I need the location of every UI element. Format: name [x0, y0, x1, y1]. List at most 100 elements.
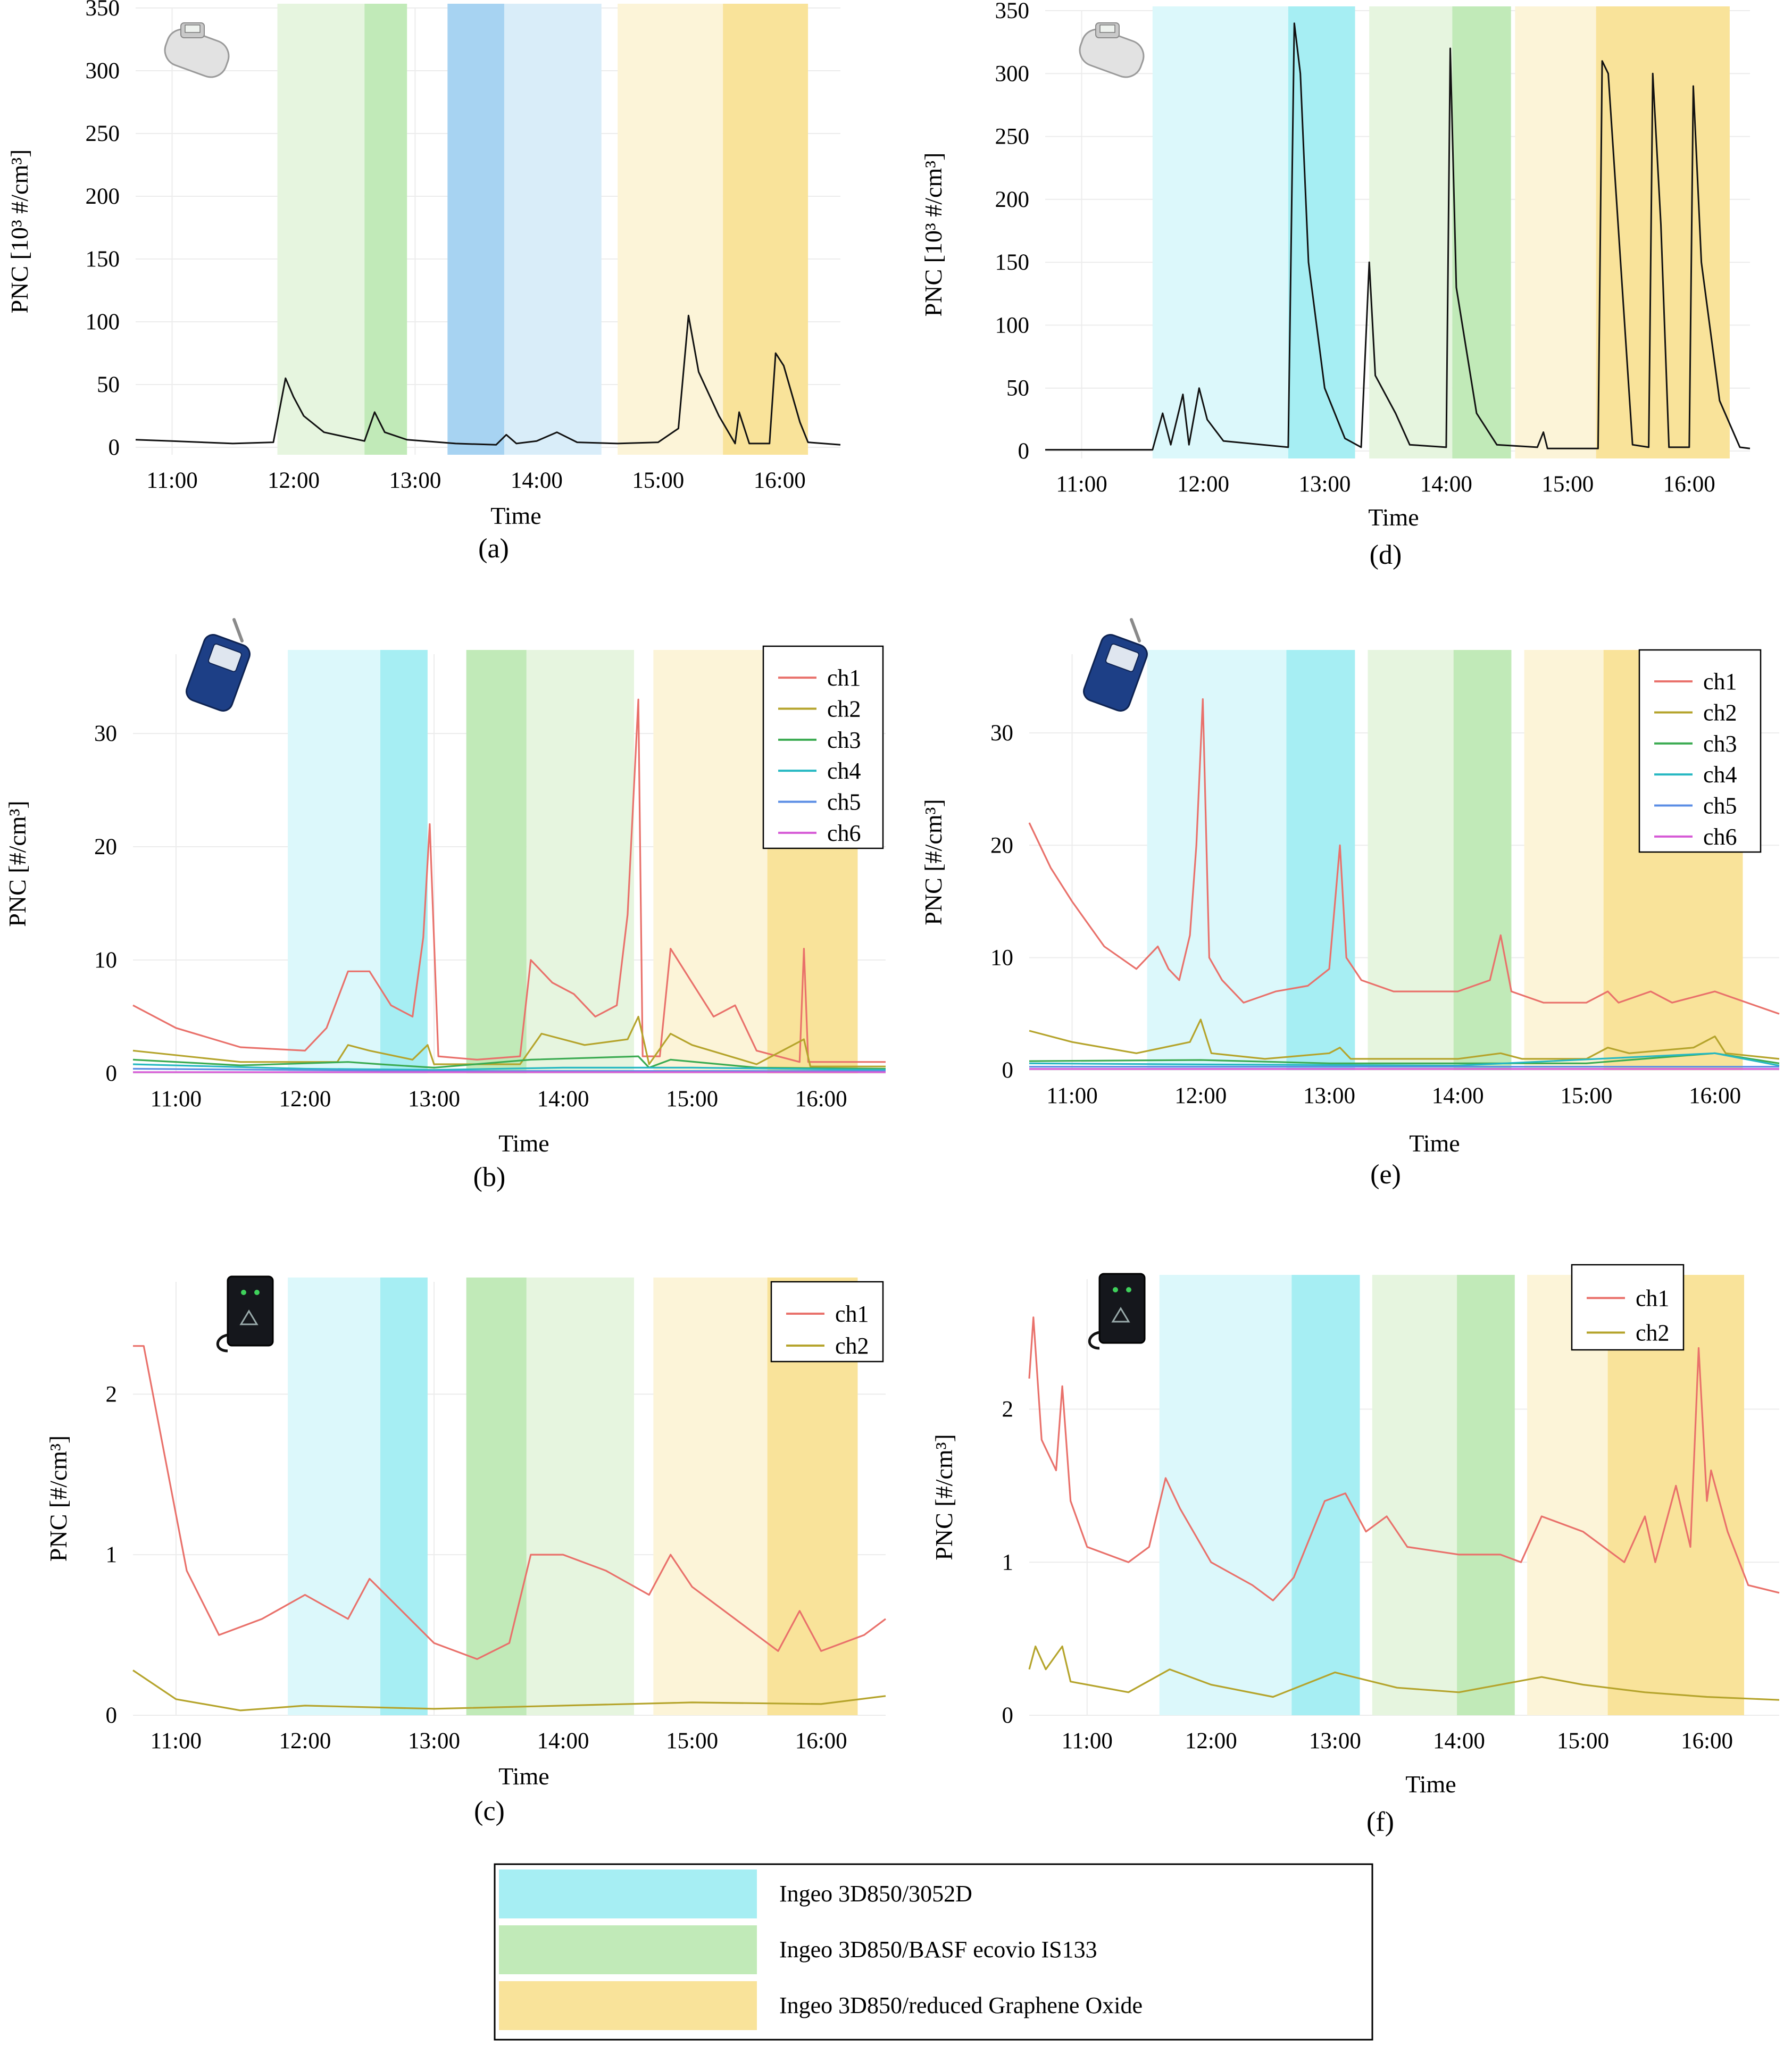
x-tick-label: 15:00 [1557, 1729, 1609, 1754]
legend-label-ch5: ch5 [827, 789, 861, 815]
material-label: Ingeo 3D850/BASF ecovio IS133 [779, 1937, 1097, 1963]
material-swatch [499, 1925, 757, 1974]
x-tick-label: 11:00 [151, 1729, 202, 1754]
panel-caption: (f) [1366, 1807, 1394, 1837]
x-axis-title: Time [1409, 1130, 1460, 1157]
x-tick-label: 13:00 [389, 468, 441, 493]
cpc-handheld-icon [1079, 22, 1145, 78]
x-tick-label: 11:00 [146, 468, 197, 493]
x-axis-title: Time [490, 502, 541, 529]
x-tick-label: 11:00 [151, 1087, 202, 1112]
x-tick-label: 15:00 [1541, 472, 1594, 497]
y-tick-label: 1 [106, 1542, 118, 1567]
exposure-band [1159, 1275, 1292, 1715]
exposure-band [504, 4, 602, 455]
x-tick-label: 11:00 [1046, 1083, 1097, 1108]
exposure-band [288, 650, 380, 1073]
chart-panel-e: 11:00 12:00 13:00 14:00 15:00 16:00 0 10 20 30 Tim… [920, 618, 1780, 1190]
x-tick-label: 15:00 [1560, 1083, 1612, 1108]
y-axis-title: PNC [10³ #/cm³] [920, 153, 947, 317]
legend-label-ch2: ch2 [827, 696, 861, 722]
exposure-band [1515, 6, 1596, 458]
panel-caption: (b) [473, 1162, 506, 1192]
x-axis-title: Time [498, 1130, 549, 1157]
x-tick-label: 12:00 [279, 1729, 331, 1754]
y-tick-label: 10 [94, 948, 117, 973]
series-line-ch2 [132, 1670, 886, 1712]
exposure-band [1452, 6, 1511, 458]
exposure-band [1152, 6, 1288, 458]
y-tick-label: 20 [990, 833, 1013, 858]
series-line-ch4 [1029, 1052, 1780, 1067]
y-axis-title: PNC [#/cm³] [45, 1435, 72, 1562]
exposure-band [1372, 1275, 1457, 1715]
exposure-band [447, 4, 504, 455]
y-tick-label: 0 [109, 435, 120, 460]
miniature-monitor-icon [216, 1275, 274, 1353]
series-line-ch1 [133, 1345, 886, 1660]
series-line-ch1 [132, 698, 886, 1063]
exposure-band [1368, 650, 1454, 1070]
material-label: Ingeo 3D850/3052D [779, 1881, 972, 1907]
legend-label-ch1: ch1 [835, 1301, 869, 1327]
exposure-band [466, 1278, 527, 1715]
x-tick-label: 14:00 [1433, 1729, 1485, 1754]
legend-label-ch1: ch1 [827, 665, 861, 691]
legend-label-ch4: ch4 [1703, 762, 1737, 788]
y-tick-label: 2 [106, 1382, 118, 1407]
exposure-band [364, 4, 407, 455]
y-tick-label: 200 [86, 184, 120, 209]
x-tick-label: 16:00 [795, 1087, 847, 1112]
legend-label-ch1: ch1 [1636, 1286, 1670, 1312]
y-tick-label: 50 [97, 372, 120, 397]
y-tick-label: 0 [1018, 439, 1030, 464]
series-line-ch2 [1029, 1019, 1780, 1060]
x-tick-label: 13:00 [408, 1729, 460, 1754]
exposure-band [526, 650, 634, 1073]
miniature-monitor-icon [1088, 1273, 1146, 1350]
legend-frame [1638, 649, 1762, 853]
series-line-ch2 [132, 1015, 886, 1067]
y-tick-label: 150 [86, 247, 120, 272]
exposure-band [288, 1278, 380, 1715]
y-tick-label: 30 [94, 721, 117, 746]
optical-particle-counter-icon [1083, 618, 1148, 712]
y-axis-title: PNC [10³ #/cm³] [6, 149, 33, 314]
cpc-handheld-icon [164, 22, 230, 78]
legend-label-ch3: ch3 [827, 727, 861, 753]
optical-particle-counter-icon [186, 618, 251, 712]
y-tick-label: 250 [86, 121, 120, 146]
x-tick-label: 14:00 [1420, 472, 1472, 497]
x-tick-label: 16:00 [795, 1729, 847, 1754]
chart-panel-b: 11:00 12:00 13:00 14:00 15:00 16:00 0 10 20 30 Tim… [4, 618, 886, 1192]
legend-label-ch2: ch2 [835, 1333, 869, 1359]
x-tick-label: 12:00 [279, 1087, 331, 1112]
x-tick-label: 14:00 [537, 1729, 589, 1754]
y-tick-label: 250 [995, 124, 1030, 149]
exposure-band [1457, 1275, 1515, 1715]
exposure-band [1286, 650, 1355, 1070]
exposure-band [380, 1278, 428, 1715]
material-legend: Ingeo 3D850/3052D Ingeo 3D850/BASF ecovio… [494, 1863, 1373, 2041]
series-line-ch3 [132, 1055, 886, 1070]
x-tick-label: 14:00 [537, 1087, 589, 1112]
exposure-band [526, 1278, 634, 1715]
y-tick-label: 200 [995, 187, 1030, 212]
series-line-ch2 [1028, 1645, 1780, 1701]
x-tick-label: 13:00 [1309, 1729, 1361, 1754]
y-tick-label: 300 [86, 59, 120, 84]
y-tick-label: 100 [995, 313, 1030, 338]
series-line-ch5 [132, 1067, 886, 1072]
legend-label-ch6: ch6 [1703, 824, 1737, 850]
chart-panel-f: 11:00 12:00 13:00 14:00 15:00 16:00 0 1 2 Time PNC… [930, 1264, 1780, 1837]
x-tick-label: 12:00 [1177, 472, 1229, 497]
chart-panel-d: 11:00 12:00 13:00 14:00 15:00 16:00 0 50 100 150 2… [920, 0, 1751, 570]
exposure-band [618, 4, 723, 455]
panel-caption: (e) [1370, 1159, 1401, 1190]
x-tick-label: 11:00 [1056, 472, 1107, 497]
y-tick-label: 30 [990, 721, 1013, 746]
x-tick-label: 15:00 [632, 468, 684, 493]
x-tick-label: 16:00 [1663, 472, 1715, 497]
exposure-band [1369, 6, 1453, 458]
